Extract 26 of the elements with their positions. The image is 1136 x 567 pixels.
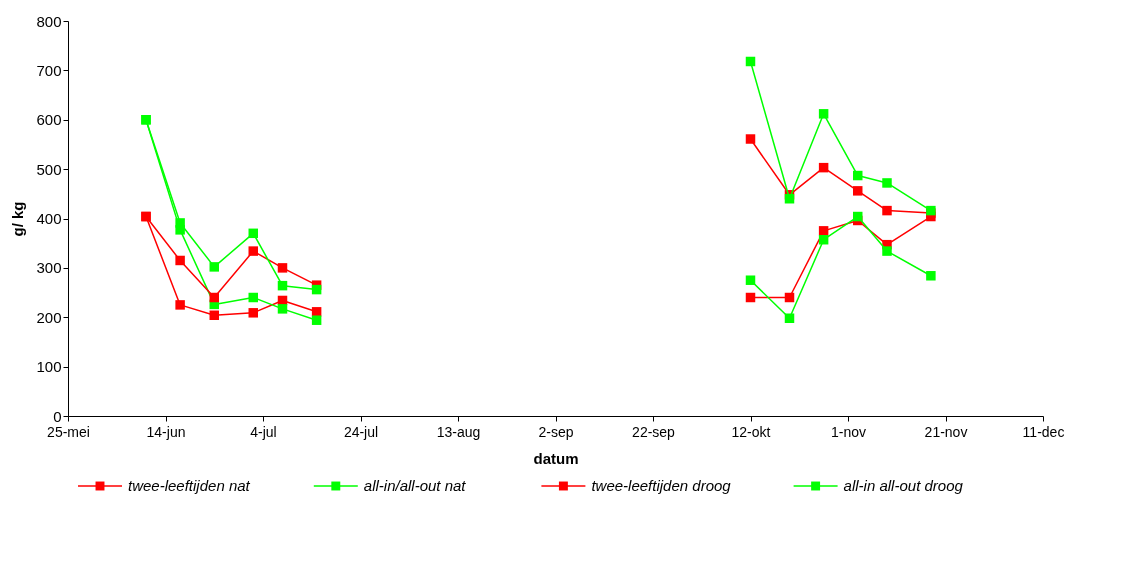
- x-tick-label: 13-aug: [436, 423, 481, 440]
- x-tick-label: 22-sep: [632, 423, 676, 440]
- y-tick-label: 700: [36, 61, 62, 79]
- x-tick-label: 12-okt: [731, 423, 771, 440]
- y-tick-label: 300: [36, 259, 62, 277]
- y-tick-label: 400: [36, 210, 62, 227]
- legend-label: all-in/all-out nat: [363, 477, 467, 494]
- x-tick-label: 21-nov: [924, 423, 968, 440]
- x-tick-label: 11-dec: [1022, 423, 1065, 440]
- x-tick-label: 24-jul: [343, 423, 379, 440]
- y-tick-label: 600: [36, 111, 62, 129]
- x-tick-label: 25-mei: [47, 423, 90, 440]
- y-axis-title: g/ kg: [9, 201, 27, 237]
- y-tick-label: 100: [36, 358, 62, 376]
- x-axis-title: datum: [533, 449, 579, 467]
- y-tick-label: 0: [53, 407, 62, 425]
- x-tick-label: 14-jun: [146, 423, 186, 440]
- x-tick-label: 2-sep: [538, 423, 574, 440]
- x-tick-label: 1-nov: [830, 423, 867, 440]
- legend-label: twee-leeftijden nat: [128, 477, 251, 494]
- legend-label: twee-leeftijden droog: [591, 477, 732, 494]
- y-tick-label: 500: [36, 160, 62, 178]
- y-tick-label: 200: [36, 308, 62, 326]
- legend-label: all-in all-out droog: [843, 477, 964, 494]
- x-tick-label: 4-jul: [250, 423, 277, 440]
- y-tick-label: 800: [36, 12, 62, 30]
